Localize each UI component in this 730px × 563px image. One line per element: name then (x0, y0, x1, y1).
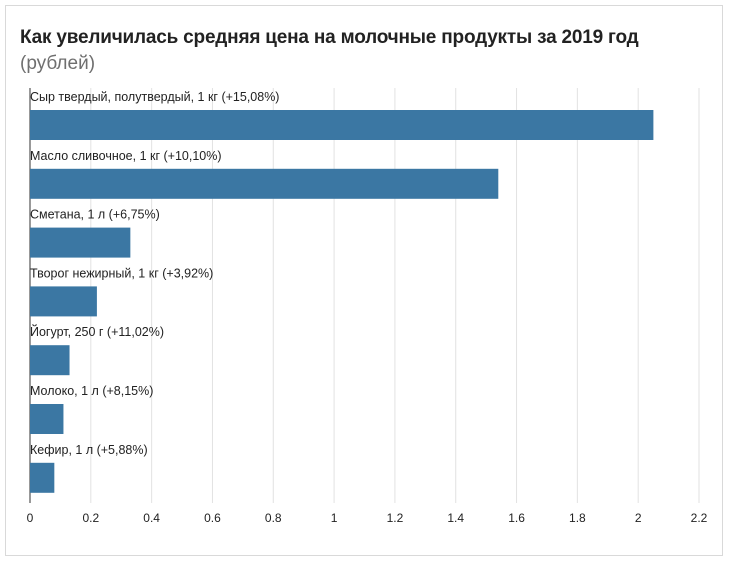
bar (30, 110, 654, 140)
x-tick-label-0.2: 0.2 (82, 511, 99, 525)
bar-layer (30, 110, 654, 493)
chart-subtitle: (рублей) (20, 53, 96, 74)
bar (30, 168, 499, 199)
x-tick-label-1.6: 1.6 (508, 511, 525, 525)
x-tick-label-1.2: 1.2 (387, 511, 404, 525)
category-label: Сыр твердый, полутвердый, 1 кг (+15,08%) (30, 90, 279, 104)
x-tick-label-1.4: 1.4 (447, 511, 464, 525)
category-label: Масло сливочное, 1 кг (+10,10%) (30, 149, 222, 163)
category-label: Кефир, 1 л (+5,88%) (30, 443, 148, 457)
x-tick-label-0.6: 0.6 (204, 511, 221, 525)
bar (30, 462, 55, 493)
label-layer: Сыр твердый, полутвердый, 1 кг (+15,08%)… (30, 90, 279, 457)
category-label: Молоко, 1 л (+8,15%) (30, 384, 153, 398)
chart-frame (5, 5, 723, 556)
x-tick-label-1.8: 1.8 (569, 511, 586, 525)
bar (30, 404, 64, 434)
x-tick-label-1: 1 (331, 511, 338, 525)
x-tick-label-2.2: 2.2 (691, 511, 708, 525)
grid-layer (29, 88, 700, 503)
category-label: Сметана, 1 л (+6,75%) (30, 208, 160, 222)
x-tick-label-0.8: 0.8 (265, 511, 282, 525)
category-label: Йогурт, 250 г (+11,02%) (30, 324, 164, 339)
chart-title: Как увеличилась средняя цена на молочные… (20, 27, 639, 48)
x-tick-label-0.4: 0.4 (143, 511, 160, 525)
bar (30, 227, 131, 258)
x-tick-label-2: 2 (635, 511, 642, 525)
bar (30, 345, 70, 376)
category-label: Творог нежирный, 1 кг (+3,92%) (30, 266, 213, 280)
tick-layer: 0 0.2 0.4 0.6 0.8 1 1.2 1.4 1.6 1.8 2 2.2 (27, 511, 708, 525)
x-tick-label-0: 0 (27, 511, 34, 525)
bar (30, 286, 97, 317)
